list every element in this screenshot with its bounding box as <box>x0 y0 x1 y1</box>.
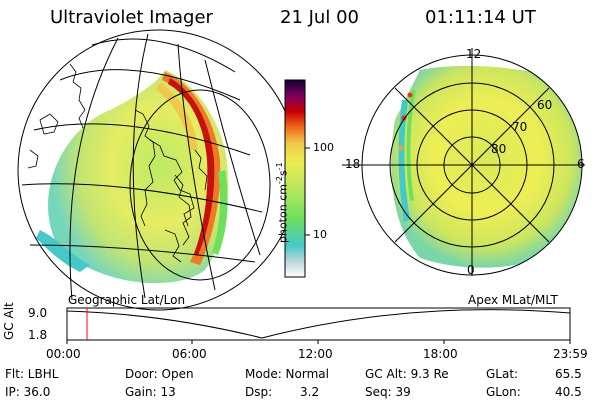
status-dsp-value: 3.2 <box>300 385 320 399</box>
alt-xtick-0000: 00:00 <box>46 347 81 361</box>
status-seq: Seq: 39 <box>365 385 411 399</box>
status-gc-alt: GC Alt: 9.3 Re <box>365 367 449 381</box>
unit-s: s <box>276 170 290 177</box>
mlt-label-0: 0 <box>467 263 475 277</box>
status-dsp-label: Dsp: <box>245 385 273 399</box>
status-door: Door: Open <box>125 367 194 381</box>
status-glat-label: GLat: <box>486 367 519 381</box>
status-glon-value: 40.5 <box>555 385 582 399</box>
polar-image <box>342 48 585 276</box>
alt-xtick-2359: 23:59 <box>553 347 588 361</box>
mlt-label-12: 12 <box>466 47 482 61</box>
image-date: 21 Jul 00 <box>280 7 359 28</box>
status-ip: IP: 36.0 <box>5 385 51 399</box>
colorbar <box>284 79 310 278</box>
status-mode: Mode: Normal <box>245 367 329 381</box>
alt-ytick-bottom: 1.8 <box>28 328 48 342</box>
status-filter: Flt: LBHL <box>5 367 59 381</box>
colorbar-tick-10: 10 <box>313 228 327 241</box>
unit-photon: photon cm <box>276 184 290 243</box>
colorbar-tick-100: 100 <box>313 141 334 154</box>
status-glon-label: GLon: <box>486 385 521 399</box>
mlt-label-18: 18 <box>345 157 361 171</box>
altitude-plot <box>66 307 571 344</box>
mlat-label-70: 70 <box>512 120 528 134</box>
apex-caption: Apex MLat/MLT <box>468 293 558 307</box>
geographic-image <box>17 29 299 311</box>
mlat-label-60: 60 <box>537 98 553 112</box>
geographic-caption: Geographic Lat/Lon <box>68 293 186 307</box>
alt-xtick-1200: 12:00 <box>298 347 333 361</box>
mlat-label-80: 80 <box>491 142 507 156</box>
unit-exp-s: -1 <box>275 162 284 171</box>
status-gain: Gain: 13 <box>125 385 176 399</box>
alt-xtick-1800: 18:00 <box>423 347 458 361</box>
status-glat-value: 65.5 <box>555 367 582 381</box>
unit-exp-cm: -2 <box>275 176 284 185</box>
alt-xtick-0600: 06:00 <box>172 347 207 361</box>
instrument-title: Ultraviolet Imager <box>50 7 213 28</box>
alt-ytick-top: 9.0 <box>28 306 48 320</box>
alt-ylabel: GC Alt <box>2 302 16 340</box>
mlt-label-6: 6 <box>577 157 585 171</box>
colorbar-unit-label: photon cm-2s-1 <box>275 162 290 243</box>
image-time: 01:11:14 UT <box>425 7 536 28</box>
